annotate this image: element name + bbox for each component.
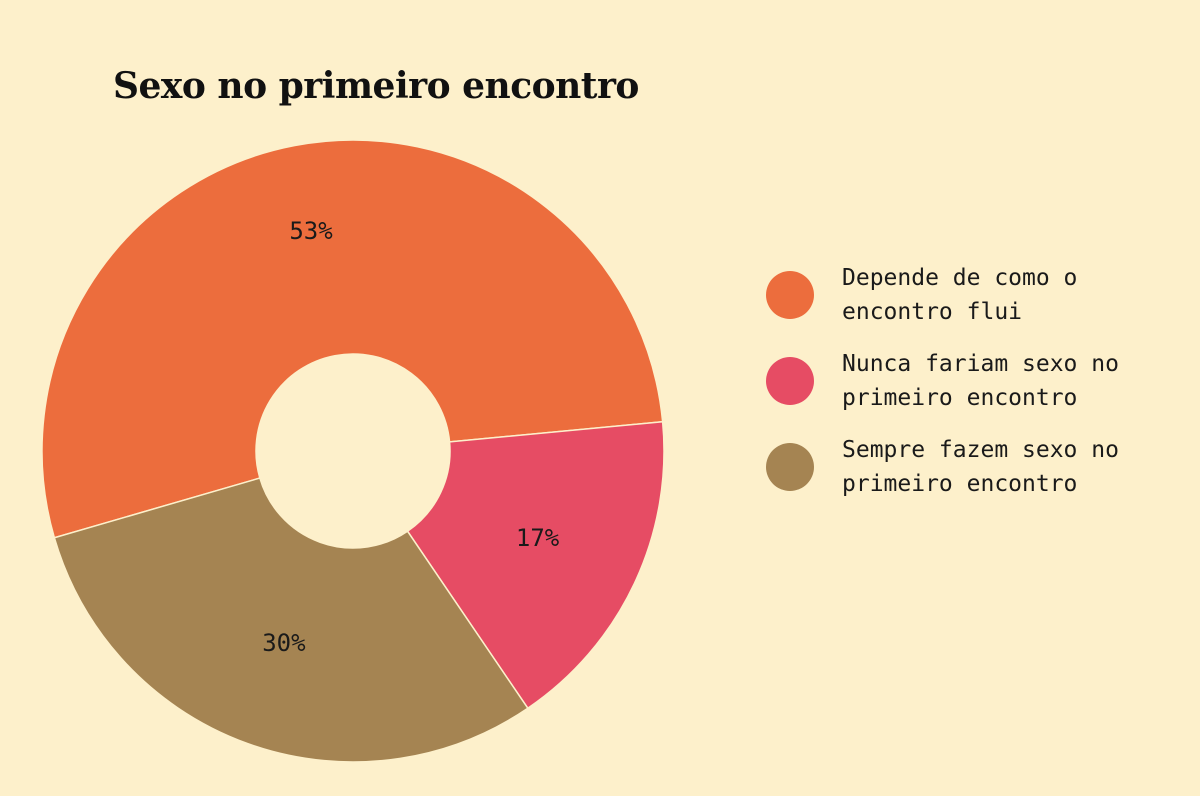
chart-title: Sexo no primeiro encontro [113, 65, 639, 107]
donut-chart: 53% 17% 30% [41, 139, 665, 763]
slice-label-depende: 53% [289, 217, 333, 245]
donut-slice-sempre [53, 477, 529, 763]
legend-swatch-depende [766, 271, 814, 319]
chart-legend: Depende de como o encontro flui Nunca fa… [766, 262, 1186, 520]
legend-swatch-sempre [766, 443, 814, 491]
donut-slice-depende [41, 139, 664, 539]
donut-slice-nunca [406, 420, 665, 710]
legend-label-sempre: Sempre fazem sexo no primeiro encontro [842, 437, 1119, 497]
legend-item-nunca: Nunca fariam sexo no primeiro encontro [766, 348, 1186, 414]
legend-item-sempre: Sempre fazem sexo no primeiro encontro [766, 434, 1186, 500]
legend-label-depende: Depende de como o encontro flui [842, 265, 1078, 325]
slice-label-sempre: 30% [262, 629, 306, 657]
legend-swatch-nunca [766, 357, 814, 405]
legend-item-depende: Depende de como o encontro flui [766, 262, 1186, 328]
legend-label-nunca: Nunca fariam sexo no primeiro encontro [842, 351, 1119, 411]
slice-label-nunca: 17% [516, 524, 560, 552]
